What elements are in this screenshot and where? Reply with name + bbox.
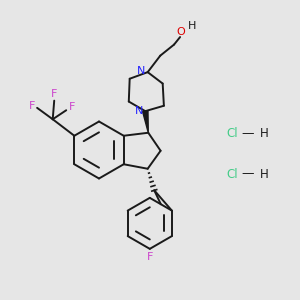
Polygon shape [142, 111, 148, 133]
Text: F: F [69, 102, 75, 112]
Text: H: H [260, 167, 268, 181]
Text: F: F [51, 89, 57, 99]
Text: H: H [260, 127, 268, 140]
Text: F: F [28, 101, 35, 111]
Text: H: H [188, 21, 196, 31]
Text: N: N [137, 66, 145, 76]
Text: N: N [134, 106, 143, 116]
Text: F: F [147, 252, 153, 262]
Text: Cl: Cl [226, 167, 238, 181]
Text: —: — [241, 127, 254, 140]
Text: —: — [241, 167, 254, 181]
Text: O: O [177, 27, 185, 37]
Text: Cl: Cl [226, 127, 238, 140]
